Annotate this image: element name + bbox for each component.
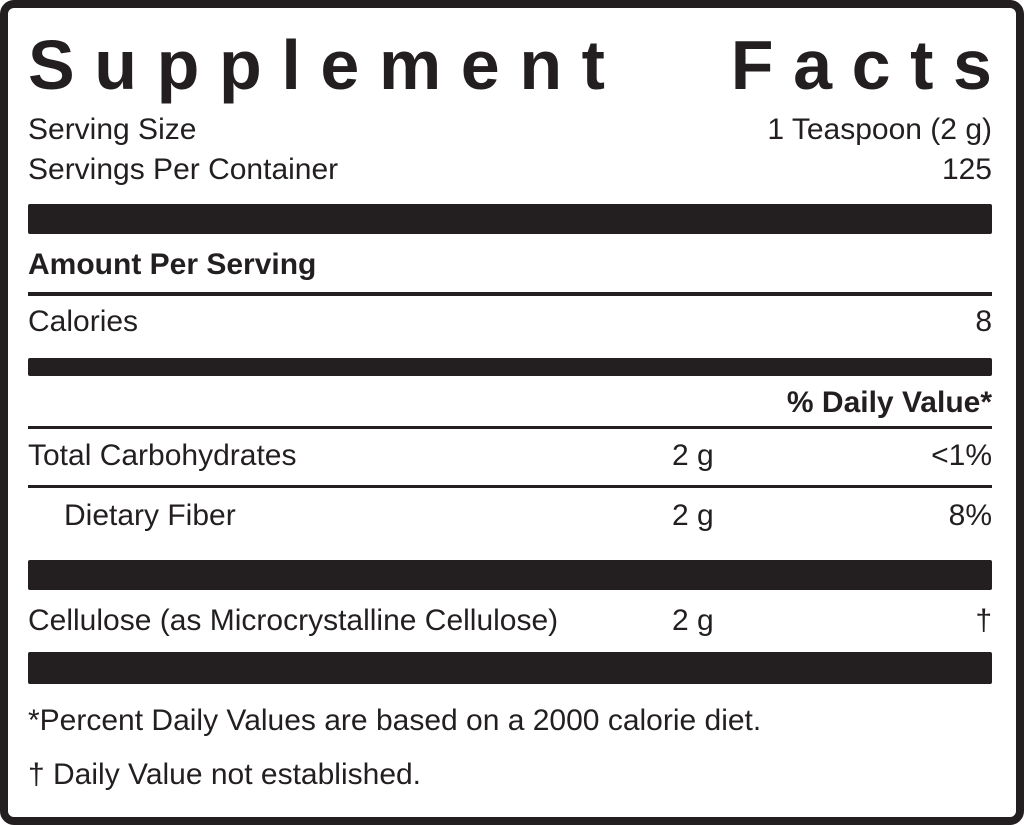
footnote-percent-daily-values: *Percent Daily Values are based on a 200… (28, 704, 762, 737)
dietary-fiber-amount: 2 g (672, 499, 714, 532)
cellulose-amount: 2 g (672, 604, 714, 637)
daily-value-header: % Daily Value* (28, 376, 992, 429)
total-carbohydrates-row: Total Carbohydrates 2 g <1% (28, 429, 992, 488)
separator-bar-bottom (28, 652, 992, 684)
serving-size-label: Serving Size (28, 113, 197, 146)
calories-row: Calories 8 (28, 296, 992, 350)
title-word-facts: Facts (730, 26, 1012, 104)
separator-bar-middle (28, 560, 992, 590)
servings-per-container-label: Servings Per Container (28, 153, 339, 186)
serving-size-row: Serving Size 1 Teaspoon (2 g) (28, 110, 992, 150)
title-word-supplement: Supplement (28, 26, 625, 104)
serving-size-value: 1 Teaspoon (2 g) (767, 113, 992, 146)
amount-per-serving-header: Amount Per Serving (28, 234, 992, 296)
dietary-fiber-row: Dietary Fiber 2 g 8% (28, 488, 992, 544)
cellulose-row: Cellulose (as Microcrystalline Cellulose… (28, 590, 992, 652)
footnote-daily-value-not-established: † Daily Value not established. (28, 758, 422, 791)
cellulose-label: Cellulose (as Microcrystalline Cellulose… (28, 604, 559, 637)
cellulose-dv-dagger: † (975, 604, 992, 637)
dietary-fiber-dv: 8% (948, 499, 992, 532)
calories-label: Calories (28, 305, 139, 338)
dietary-fiber-label: Dietary Fiber (64, 499, 236, 532)
servings-per-container-value: 125 (941, 153, 992, 186)
footnotes: *Percent Daily Values are based on a 200… (28, 706, 992, 790)
separator-bar-calories (28, 358, 992, 376)
separator-bar-top (28, 204, 992, 234)
label-title: Supplement Facts (28, 30, 992, 100)
total-carbohydrates-amount: 2 g (672, 439, 714, 472)
servings-per-container-row: Servings Per Container 125 (28, 150, 992, 190)
total-carbohydrates-label: Total Carbohydrates (28, 439, 297, 472)
calories-value: 8 (975, 305, 992, 338)
total-carbohydrates-dv: <1% (931, 439, 992, 472)
